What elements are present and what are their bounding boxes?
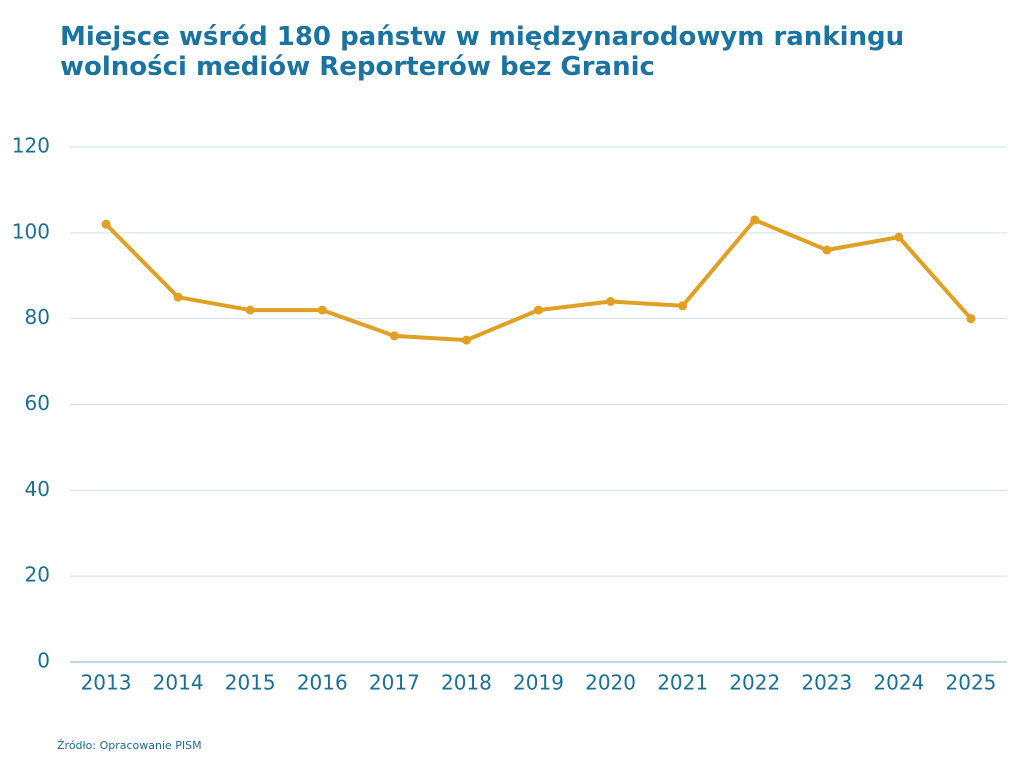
source-note: Źródło: Opracowanie PISM xyxy=(57,739,202,752)
x-tick-label: 2016 xyxy=(297,671,348,695)
data-point xyxy=(245,305,255,315)
x-tick-label: 2014 xyxy=(153,671,204,695)
data-line xyxy=(104,217,973,343)
data-point xyxy=(678,301,688,311)
x-tick-label: 2013 xyxy=(81,671,132,695)
y-tick-label: 100 xyxy=(12,219,50,243)
data-point xyxy=(606,297,616,306)
data-point xyxy=(750,215,760,225)
data-point xyxy=(173,292,183,302)
y-tick-label: 0 xyxy=(37,649,50,673)
x-tick-label: 2019 xyxy=(513,671,564,695)
x-tick-label: 2021 xyxy=(657,671,708,695)
y-tick-label: 120 xyxy=(12,134,50,158)
x-tick-label: 2025 xyxy=(946,671,997,695)
data-point xyxy=(461,335,471,345)
x-tick-label: 2024 xyxy=(873,671,924,695)
data-point xyxy=(822,245,832,255)
y-tick-label: 20 xyxy=(25,563,50,587)
title-box: Miejsce wśród 180 państw w międzynarodow… xyxy=(60,22,905,82)
data-point xyxy=(966,314,976,324)
data-point xyxy=(317,305,327,315)
chart-title: Miejsce wśród 180 państw w międzynarodow… xyxy=(60,22,905,82)
x-tick-label: 2023 xyxy=(801,671,852,695)
y-tick-label: 80 xyxy=(25,305,50,329)
x-tick-label: 2018 xyxy=(441,671,492,695)
x-tick-label: 2020 xyxy=(585,671,636,695)
x-tick-label: 2015 xyxy=(225,671,276,695)
data-point xyxy=(389,331,399,341)
y-tick-label: 60 xyxy=(25,391,50,415)
y-tick-label: 40 xyxy=(25,477,50,501)
x-tick-label: 2022 xyxy=(729,671,780,695)
data-point xyxy=(101,219,111,229)
x-tick-label: 2017 xyxy=(369,671,420,695)
data-point xyxy=(534,305,543,315)
data-point xyxy=(894,232,904,242)
